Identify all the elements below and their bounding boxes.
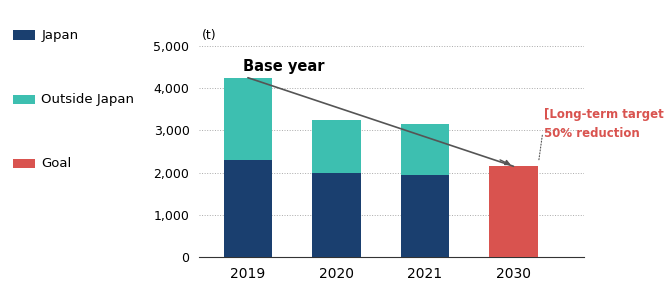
Bar — [224, 160, 272, 257]
Text: (t): (t) — [202, 29, 216, 42]
Text: Goal: Goal — [41, 157, 72, 170]
Text: Base year: Base year — [244, 59, 325, 74]
Bar — [312, 173, 361, 257]
Bar — [224, 78, 272, 160]
Bar — [312, 120, 361, 173]
Bar — [400, 124, 450, 175]
Bar — [489, 166, 538, 257]
Text: Japan: Japan — [41, 29, 78, 41]
Text: Outside Japan: Outside Japan — [41, 93, 134, 106]
Bar — [400, 175, 450, 257]
Text: [Long-term target]
50% reduction: [Long-term target] 50% reduction — [544, 108, 664, 140]
